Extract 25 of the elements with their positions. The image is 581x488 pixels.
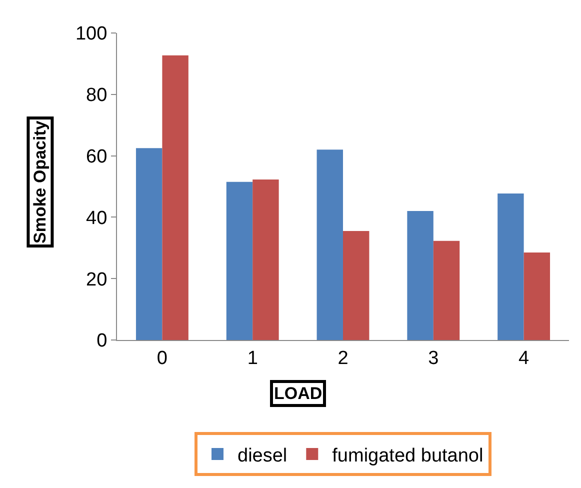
x-tick-label: 1 (247, 348, 258, 369)
bar (407, 211, 434, 340)
bar (136, 148, 162, 340)
bar (498, 194, 524, 340)
bar (252, 179, 279, 340)
x-tick-label: 2 (338, 348, 348, 369)
y-axis-title: Smoke Opacity (30, 120, 50, 244)
y-tick-label: 0 (96, 330, 108, 352)
bar (226, 182, 253, 340)
y-tick-label: 80 (86, 85, 108, 106)
bar (433, 240, 460, 340)
bar (343, 231, 370, 340)
legend-label: diesel (238, 445, 288, 466)
x-tick-label: 3 (428, 348, 439, 369)
bar (162, 55, 188, 340)
legend-label: fumigated butanol (332, 445, 484, 466)
bar (316, 150, 343, 340)
y-tick-label: 20 (86, 269, 108, 290)
y-tick-label: 60 (86, 146, 108, 168)
y-tick-label: 100 (75, 24, 108, 45)
bar (524, 252, 550, 340)
x-tick-label: 4 (518, 348, 530, 369)
y-tick-label: 40 (86, 208, 108, 229)
x-axis-title: LOAD (274, 384, 322, 403)
x-tick-label: 0 (156, 348, 168, 369)
